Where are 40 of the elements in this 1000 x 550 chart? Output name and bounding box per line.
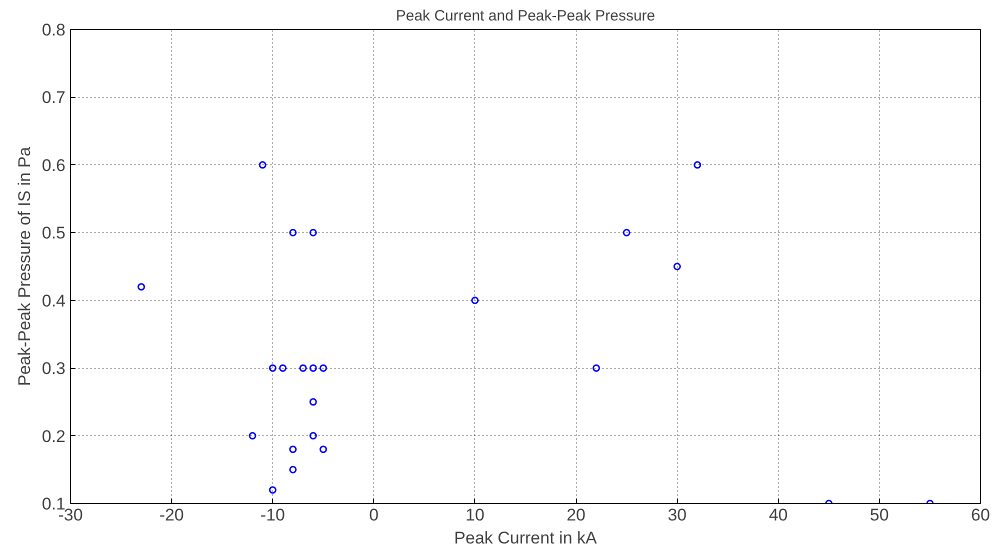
point: [320, 446, 328, 454]
point: [289, 446, 297, 454]
point: [309, 364, 317, 372]
point: [592, 364, 600, 372]
point: [289, 228, 297, 236]
y-tick-label: 0.3: [42, 359, 66, 378]
point: [694, 161, 702, 169]
point: [299, 364, 307, 372]
x-tick-label: 0: [369, 506, 379, 524]
point: [471, 296, 479, 304]
y-axis-title: Peak-Peak Pressure of IS in Pa: [14, 146, 34, 386]
y-tick-label: 0.6: [42, 156, 66, 175]
x-tick-label: 30: [668, 506, 687, 524]
point: [279, 364, 287, 372]
point: [673, 262, 681, 270]
chart-title: Peak Current and Peak-Peak Pressure: [396, 8, 656, 24]
point: [309, 432, 317, 440]
x-tick-label: 20: [566, 506, 586, 524]
y-tick-label: 0.2: [42, 426, 66, 446]
point: [268, 486, 276, 494]
x-tick-label: 40: [768, 506, 788, 524]
point: [248, 432, 256, 440]
point: [309, 228, 317, 236]
y-tick-label: 0.4: [42, 291, 66, 310]
x-tick-label: -10: [260, 506, 286, 524]
y-tick-label: 0.7: [42, 88, 66, 108]
point: [309, 398, 317, 406]
x-tick-label: 60: [971, 506, 990, 524]
x-tick-label: 50: [870, 506, 889, 524]
point: [138, 283, 146, 291]
y-tick-label: 0.5: [42, 224, 66, 243]
point: [289, 466, 297, 474]
point: [268, 364, 276, 372]
point: [258, 161, 266, 169]
x-tick-label: -20: [159, 506, 184, 524]
point: [622, 228, 630, 236]
point: [320, 364, 328, 372]
y-tick-label: 0.8: [42, 20, 66, 40]
x-tick-label: 10: [465, 506, 484, 524]
x-axis-title: Peak Current in kA: [454, 528, 598, 548]
